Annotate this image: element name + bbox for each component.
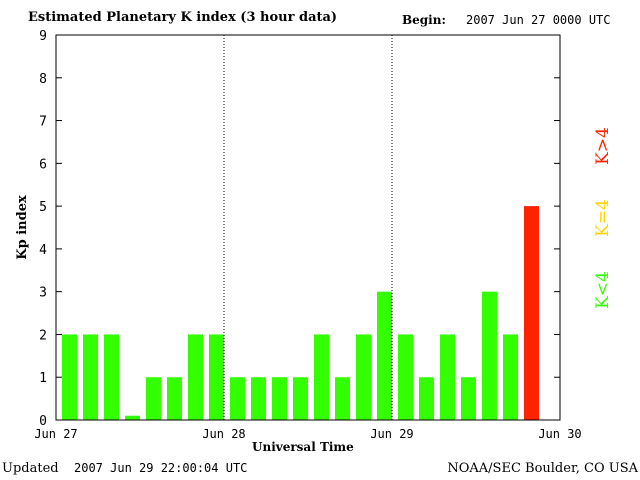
y-tick-label: 9 [39, 29, 47, 44]
kp-bar [125, 415, 140, 420]
kp-bar [146, 377, 161, 420]
kp-bar [482, 291, 497, 420]
chart-title: Estimated Planetary K index (3 hour data… [28, 10, 338, 25]
kp-bar [188, 334, 203, 420]
y-tick-label: 5 [39, 200, 47, 215]
x-tick-label: Jun 29 [370, 427, 413, 441]
x-tick-label: Jun 27 [34, 427, 77, 441]
plot-frame [55, 34, 561, 421]
y-tick-label: 2 [39, 328, 47, 343]
kp-bar [83, 334, 98, 420]
kp-bar [314, 334, 329, 420]
kp-bar [167, 377, 182, 420]
legend-item: K=4 [593, 199, 613, 237]
y-tick-label: 6 [39, 157, 47, 172]
kp-bar [272, 377, 287, 420]
x-tick-label: Jun 28 [202, 427, 245, 441]
kp-bar [209, 334, 224, 420]
kp-bar [293, 377, 308, 420]
kp-bar [251, 377, 266, 420]
begin-label: Begin: [402, 13, 446, 27]
y-tick-label: 3 [39, 286, 47, 301]
kp-bar [440, 334, 455, 420]
begin-value: 2007 Jun 27 0000 UTC [466, 13, 611, 27]
kp-bar [356, 334, 371, 420]
updated-label: Updated [2, 461, 59, 476]
x-ticks: Jun 27 Jun 28 Jun 29 Jun 30 [34, 427, 581, 441]
legend-item: K>4 [593, 127, 613, 165]
kp-bar [461, 377, 476, 420]
credit-text: NOAA/SEC Boulder, CO USA [447, 461, 638, 476]
legend-item: K<4 [593, 271, 613, 309]
y-tick-label: 7 [39, 115, 47, 130]
y-tick-label: 1 [39, 371, 47, 386]
y-axis-title-group: Kp index [15, 195, 30, 260]
bars-group [62, 206, 539, 420]
day-separators [223, 35, 393, 420]
kp-bar [419, 377, 434, 420]
y-tick-label: 8 [39, 72, 47, 87]
legend: K<4 K=4 K>4 [593, 127, 613, 309]
kp-bar [230, 377, 245, 420]
y-tick-label: 4 [39, 243, 47, 258]
kp-bar [377, 291, 392, 420]
x-axis-title: Universal Time [252, 440, 354, 454]
kp-bar [104, 334, 119, 420]
kp-bar [503, 334, 518, 420]
kp-bar [398, 334, 413, 420]
x-tick-label: Jun 30 [538, 427, 581, 441]
kp-bar [62, 334, 77, 420]
y-axis-title: Kp index [15, 195, 30, 260]
updated-value: 2007 Jun 29 22:00:04 UTC [74, 461, 248, 475]
y-tick-label: 0 [39, 414, 47, 429]
kp-bar [335, 377, 350, 420]
y-ticks: 0 1 2 3 4 5 6 7 8 9 [39, 29, 560, 429]
kp-bar [524, 206, 539, 420]
